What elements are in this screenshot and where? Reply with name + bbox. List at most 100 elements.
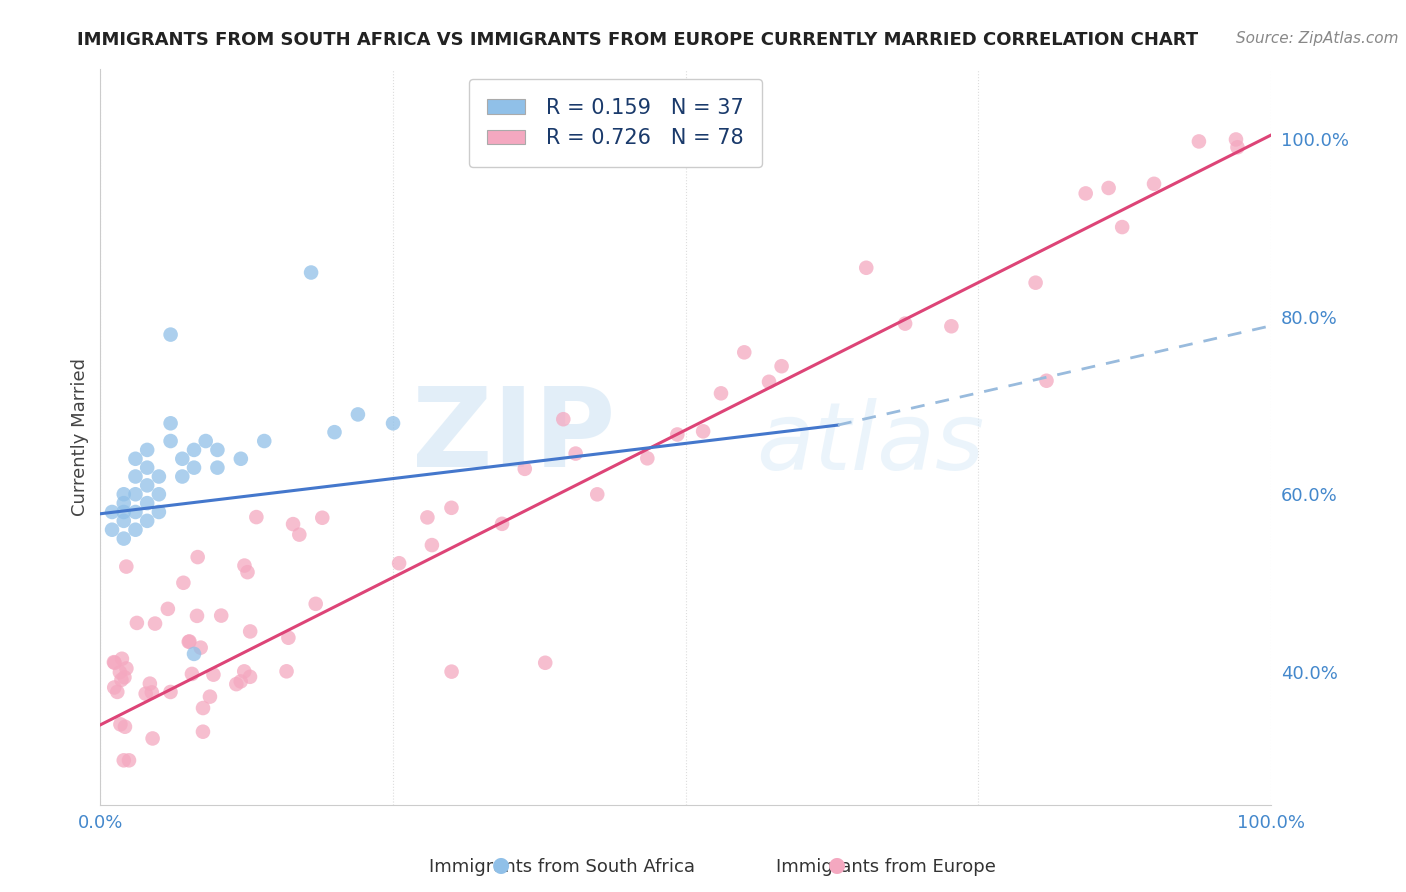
Point: [420, 538, 443, 552]
Point: [388, 556, 411, 570]
Point: [1097, 181, 1119, 195]
Point: [209, 608, 232, 623]
Point: [136, 460, 159, 475]
Point: [187, 550, 209, 565]
Text: atlas: atlas: [756, 399, 984, 490]
Point: [115, 559, 138, 574]
Point: [172, 451, 194, 466]
Point: [115, 661, 138, 675]
Point: [179, 634, 201, 648]
Y-axis label: Currently Married: Currently Married: [72, 358, 89, 516]
Point: [229, 674, 252, 689]
Point: [148, 505, 170, 519]
Point: [108, 665, 131, 680]
Point: [112, 496, 135, 510]
Point: [1025, 276, 1047, 290]
Point: [136, 442, 159, 457]
Point: [190, 640, 212, 655]
Point: [440, 500, 463, 515]
Point: [1188, 135, 1211, 149]
Point: [305, 597, 328, 611]
Point: [1074, 186, 1097, 201]
Point: [207, 442, 229, 457]
Point: [183, 442, 205, 457]
Point: [110, 717, 132, 731]
Point: [277, 631, 299, 645]
Point: [733, 345, 755, 359]
Text: Immigrants from South Africa: Immigrants from South Africa: [429, 858, 696, 876]
Point: [112, 514, 135, 528]
Point: [124, 451, 146, 466]
Text: Immigrants from Europe: Immigrants from Europe: [776, 858, 995, 876]
Point: [186, 608, 208, 623]
Point: [124, 469, 146, 483]
Point: [118, 753, 141, 767]
Point: [239, 670, 262, 684]
Text: ●: ●: [828, 855, 845, 875]
Point: [1035, 374, 1057, 388]
Point: [159, 327, 181, 342]
Point: [288, 527, 311, 541]
Point: [101, 505, 124, 519]
Point: [229, 451, 252, 466]
Point: [114, 720, 136, 734]
Point: [159, 685, 181, 699]
Point: [183, 460, 205, 475]
Point: [159, 434, 181, 448]
Point: [101, 523, 124, 537]
Point: [311, 510, 333, 524]
Point: [194, 434, 217, 448]
Point: [125, 615, 148, 630]
Point: [136, 496, 159, 510]
Point: [202, 667, 225, 681]
Text: ZIP: ZIP: [412, 383, 616, 490]
Point: [770, 359, 793, 374]
Point: [553, 412, 575, 426]
Point: [299, 266, 322, 280]
Point: [191, 701, 214, 715]
Point: [172, 575, 194, 590]
Point: [382, 417, 405, 431]
Point: [198, 690, 221, 704]
Point: [148, 469, 170, 483]
Point: [513, 462, 536, 476]
Point: [124, 487, 146, 501]
Point: [110, 673, 132, 687]
Point: [564, 446, 586, 460]
Point: [142, 731, 165, 746]
Text: ●: ●: [492, 855, 509, 875]
Point: [112, 670, 135, 684]
Point: [225, 677, 247, 691]
Point: [491, 516, 513, 531]
Point: [710, 386, 733, 401]
Point: [253, 434, 276, 448]
Point: [143, 616, 166, 631]
Point: [416, 510, 439, 524]
Point: [239, 624, 262, 639]
Point: [112, 753, 135, 767]
Text: Source: ZipAtlas.com: Source: ZipAtlas.com: [1236, 31, 1399, 46]
Point: [112, 505, 135, 519]
Point: [104, 656, 127, 670]
Point: [1111, 220, 1133, 235]
Point: [245, 510, 267, 524]
Point: [236, 565, 259, 579]
Point: [233, 665, 256, 679]
Point: [894, 317, 917, 331]
Point: [1225, 132, 1247, 146]
Point: [636, 451, 658, 466]
Point: [758, 375, 780, 389]
Point: [534, 656, 557, 670]
Point: [112, 532, 135, 546]
Point: [692, 425, 714, 439]
Text: IMMIGRANTS FROM SOUTH AFRICA VS IMMIGRANTS FROM EUROPE CURRENTLY MARRIED CORRELA: IMMIGRANTS FROM SOUTH AFRICA VS IMMIGRAN…: [77, 31, 1198, 49]
Point: [1226, 140, 1249, 154]
Point: [191, 724, 214, 739]
Point: [586, 487, 609, 501]
Point: [207, 460, 229, 475]
Point: [111, 652, 134, 666]
Point: [172, 469, 194, 483]
Point: [941, 319, 963, 334]
Point: [666, 427, 689, 442]
Point: [440, 665, 463, 679]
